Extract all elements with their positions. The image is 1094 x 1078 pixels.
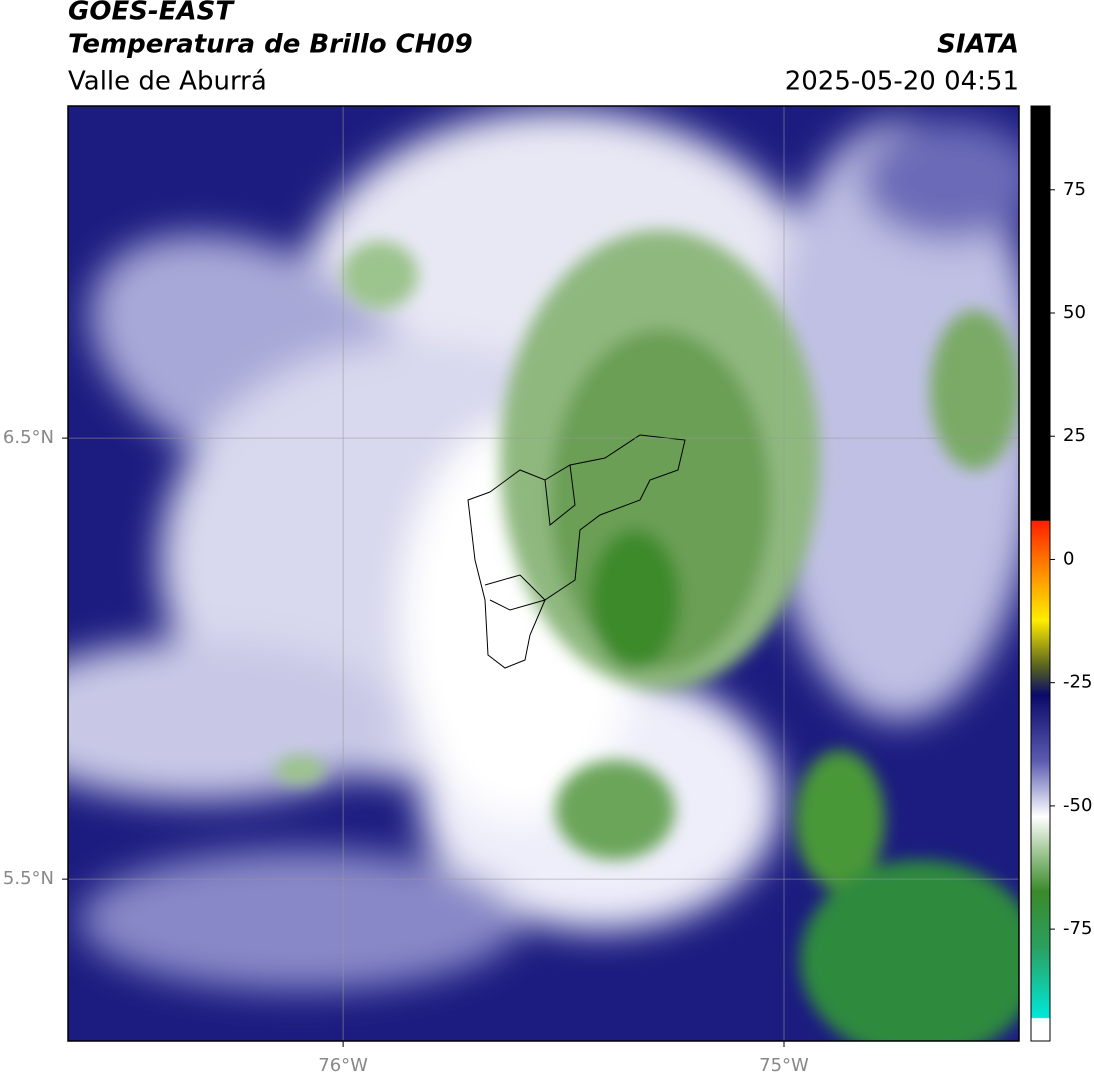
colorbar-tick-label: 75 [1063,179,1086,200]
header: GOES-EAST Temperatura de Brillo CH09 Val… [68,0,1019,97]
colorbar [1030,105,1051,1042]
colorbar-tick-label: 50 [1063,302,1086,323]
colorbar-tick-label: 0 [1063,548,1074,569]
x-tick-label: 75°W [759,1055,809,1076]
colorbar-tick-label: -25 [1063,672,1092,693]
colorbar-tick-label: 25 [1063,425,1086,446]
map-image [68,106,1019,1041]
basin-outline [467,434,686,669]
colorbar-tick-label: -50 [1063,795,1092,816]
colorbar-tick-label: -75 [1063,918,1092,939]
x-tick-label: 76°W [318,1055,368,1076]
subtitle: Temperatura de Brillo CH09 [68,30,473,60]
y-tick-label: 5.5°N [3,868,54,889]
map-frame [67,105,1020,1042]
region: Valle de Aburrá [68,67,267,97]
title: GOES-EAST [68,0,235,27]
datetime: 2025-05-20 04:51 [785,67,1019,97]
y-tick-label: 6.5°N [3,427,54,448]
source: SIATA [937,30,1019,60]
grid [68,106,1019,1041]
